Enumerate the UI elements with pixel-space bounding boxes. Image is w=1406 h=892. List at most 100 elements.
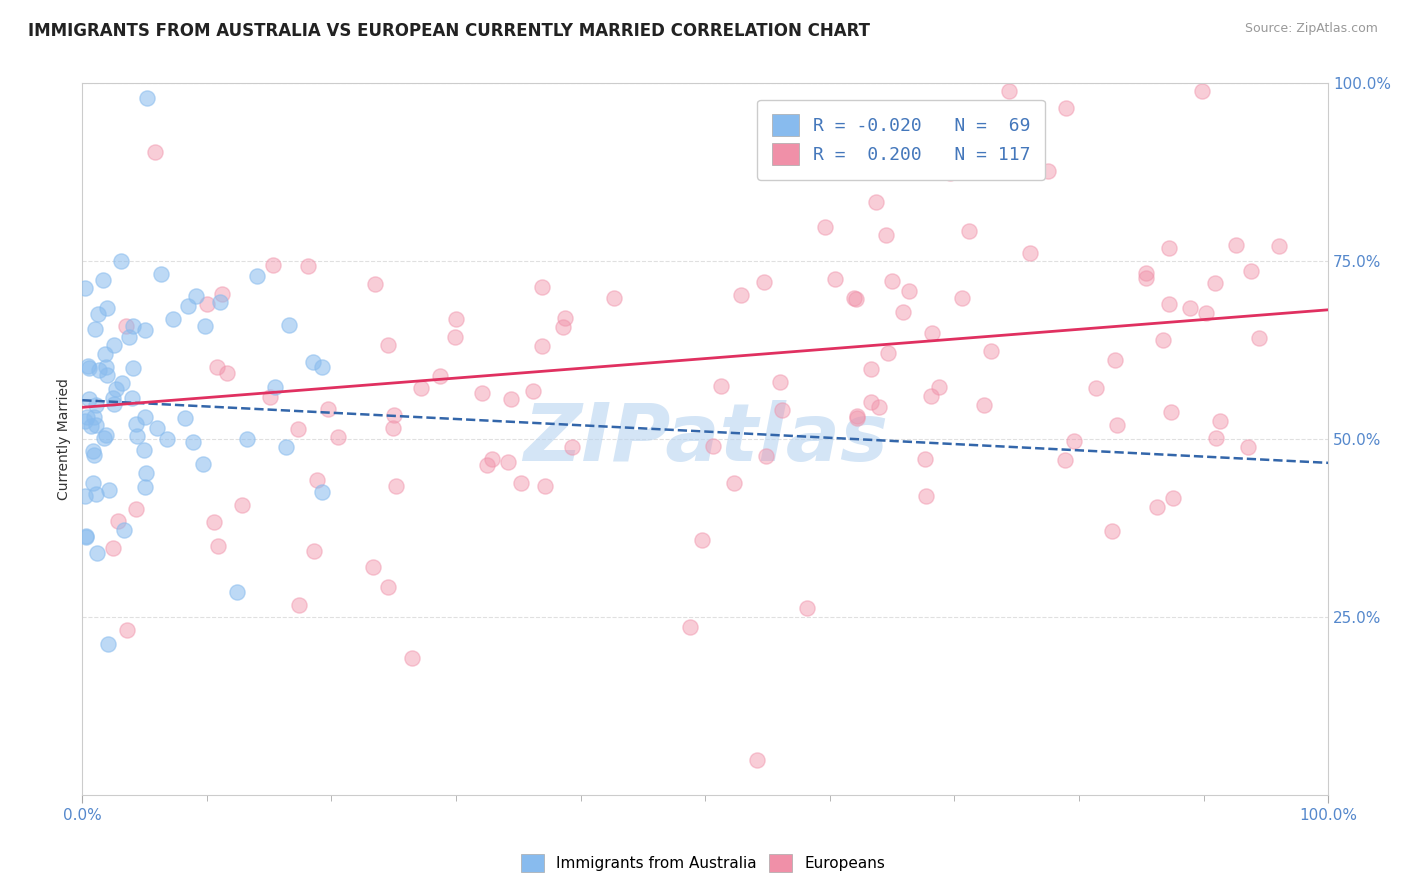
Point (1247, 331, 1270, 345)
Point (274, 440, 297, 454)
Point (957, 224, 980, 238)
Point (382, 421, 405, 435)
Text: IMMIGRANTS FROM AUSTRALIA VS EUROPEAN CURRENTLY MARRIED CORRELATION CHART: IMMIGRANTS FROM AUSTRALIA VS EUROPEAN CU… (28, 22, 870, 40)
Point (105, 382, 128, 396)
Point (702, 439, 724, 453)
Point (980, 344, 1002, 359)
Point (875, 227, 897, 242)
Point (121, 391, 143, 405)
Point (86, 307, 108, 321)
Point (316, 402, 339, 417)
Point (84, 487, 107, 501)
Point (1054, 453, 1077, 467)
Point (471, 385, 494, 400)
Point (302, 355, 325, 369)
Point (162, 311, 184, 326)
Point (125, 429, 148, 443)
Point (377, 581, 399, 595)
Point (509, 476, 531, 491)
Point (498, 455, 520, 469)
Point (1146, 500, 1168, 514)
Point (770, 402, 793, 417)
Point (859, 361, 882, 376)
Point (82, 443, 104, 458)
Point (868, 400, 890, 414)
Point (111, 376, 134, 390)
Point (305, 473, 328, 487)
Point (891, 304, 914, 318)
Point (603, 291, 626, 305)
Point (444, 311, 467, 326)
Point (75, 530, 97, 544)
Point (107, 514, 129, 528)
Point (115, 623, 138, 637)
Point (93, 431, 115, 445)
Point (86, 546, 108, 560)
Point (1161, 491, 1184, 505)
Point (231, 498, 253, 512)
Point (73, 281, 96, 295)
Point (385, 479, 408, 493)
Point (76, 359, 98, 373)
Point (207, 359, 229, 374)
Point (194, 318, 217, 333)
Point (1159, 242, 1181, 256)
Point (1225, 238, 1247, 252)
Point (950, 291, 973, 305)
Point (856, 113, 879, 128)
Legend: R = -0.020   N =  69, R =  0.200   N = 117: R = -0.020 N = 69, R = 0.200 N = 117 (756, 100, 1045, 180)
Point (76, 409, 98, 424)
Point (814, 219, 837, 234)
Point (1084, 381, 1107, 395)
Point (914, 451, 936, 466)
Point (97, 637, 120, 651)
Point (122, 319, 145, 334)
Point (94, 347, 117, 361)
Point (534, 479, 557, 493)
Point (1054, 101, 1077, 115)
Point (87, 363, 110, 377)
Point (754, 275, 776, 289)
Point (865, 194, 887, 209)
Point (83, 409, 105, 424)
Point (1195, 306, 1218, 320)
Point (1135, 271, 1157, 285)
Point (1019, 246, 1042, 260)
Point (844, 291, 866, 305)
Point (1152, 333, 1174, 347)
Point (1268, 239, 1291, 253)
Point (277, 318, 299, 333)
Point (96, 301, 118, 316)
Point (94, 428, 117, 442)
Point (302, 543, 325, 558)
Point (1191, 84, 1213, 98)
Point (75, 490, 97, 504)
Point (311, 360, 333, 375)
Point (132, 442, 155, 457)
Point (1036, 163, 1059, 178)
Point (920, 389, 942, 403)
Point (98, 483, 121, 498)
Point (364, 277, 387, 291)
Point (287, 599, 309, 613)
Point (723, 476, 745, 491)
Y-axis label: Currently Married: Currently Married (58, 378, 72, 500)
Point (145, 421, 167, 435)
Point (475, 458, 498, 473)
Point (1209, 413, 1232, 427)
Point (997, 84, 1019, 98)
Point (745, 753, 768, 767)
Point (96, 368, 118, 382)
Point (82, 475, 104, 490)
Point (1205, 431, 1227, 445)
Point (145, 145, 167, 160)
Point (125, 502, 148, 516)
Point (824, 272, 846, 286)
Point (202, 515, 225, 529)
Point (176, 299, 198, 313)
Point (135, 467, 157, 481)
Point (297, 259, 319, 273)
Point (481, 452, 503, 467)
Point (112, 524, 135, 538)
Point (83, 449, 105, 463)
